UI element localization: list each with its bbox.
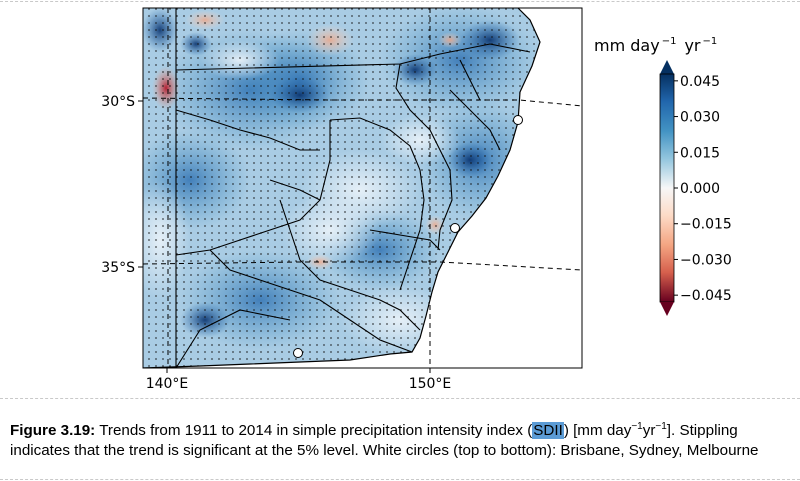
page-top-rule	[0, 1, 800, 2]
page-bottom-rule	[0, 479, 800, 480]
y-tick-30s: 30°S	[101, 94, 135, 110]
caption-text-4: ]. Stippling indicates that the trend is…	[10, 422, 759, 460]
colorbar-tick-label-4: −0.015	[680, 217, 732, 233]
caption-sup-1: −1	[631, 421, 643, 432]
colorbar: mm day −1 yr −1 0.0450.0300.0150.000−0.015−…	[594, 36, 732, 316]
colorbar-bar	[659, 73, 675, 303]
coastline	[143, 8, 541, 368]
brisbane-marker	[513, 115, 523, 125]
figure-caption: Figure 3.19: Trends from 1911 to 2014 in…	[10, 417, 795, 461]
colorbar-unit-2: yr	[684, 36, 700, 55]
melbourne-marker	[293, 348, 303, 358]
colorbar-tick-label-1: 0.030	[680, 110, 720, 126]
caption-text-1: Trends from 1911 to 2014 in simple preci…	[95, 422, 533, 440]
map-svg: 30°S 35°S 140°E 150°E mm day −1 yr −1 0.045…	[101, 7, 732, 392]
caption-sup-2: −1	[655, 421, 667, 432]
trend-map-figure: 30°S 35°S 140°E 150°E mm day −1 yr −1 0.045…	[101, 7, 732, 392]
y-tick-35s: 35°S	[101, 260, 135, 276]
colorbar-ticks: 0.045 0.030 0.015 0.000 −0.015 −0.030 −0.045	[674, 74, 732, 304]
colorbar-unit-1: mm day	[594, 36, 660, 55]
caption-highlight-sdii[interactable]: SDII	[532, 422, 564, 440]
map-frame	[142, 7, 583, 369]
colorbar-tick-label-5: −0.030	[680, 252, 732, 268]
page-divider-rule	[0, 398, 800, 399]
colorbar-tick-label-3: 0.000	[680, 181, 720, 197]
colorbar-tick-label-2: 0.015	[680, 145, 720, 161]
colorbar-bottom-arrow	[660, 302, 674, 316]
colorbar-top-arrow	[660, 60, 674, 74]
axis-ticks	[138, 100, 431, 373]
x-tick-140e: 140°E	[146, 376, 189, 392]
colorbar-exp-1: −1	[662, 36, 677, 47]
caption-label: Figure 3.19:	[10, 422, 96, 440]
x-tick-150e: 150°E	[409, 376, 452, 392]
caption-text-3: yr	[642, 422, 656, 440]
sydney-marker	[450, 223, 460, 233]
graticule	[143, 8, 582, 368]
colorbar-tick-label-0: 0.045	[680, 74, 720, 90]
map-panel	[143, 8, 582, 368]
caption-text-2: ) [mm day	[563, 422, 632, 440]
colorbar-exp-2: −1	[702, 36, 717, 47]
colorbar-tick-label-6: −0.045	[680, 288, 732, 304]
colorbar-title: mm day −1 yr −1	[594, 36, 717, 55]
land-field	[143, 8, 540, 368]
